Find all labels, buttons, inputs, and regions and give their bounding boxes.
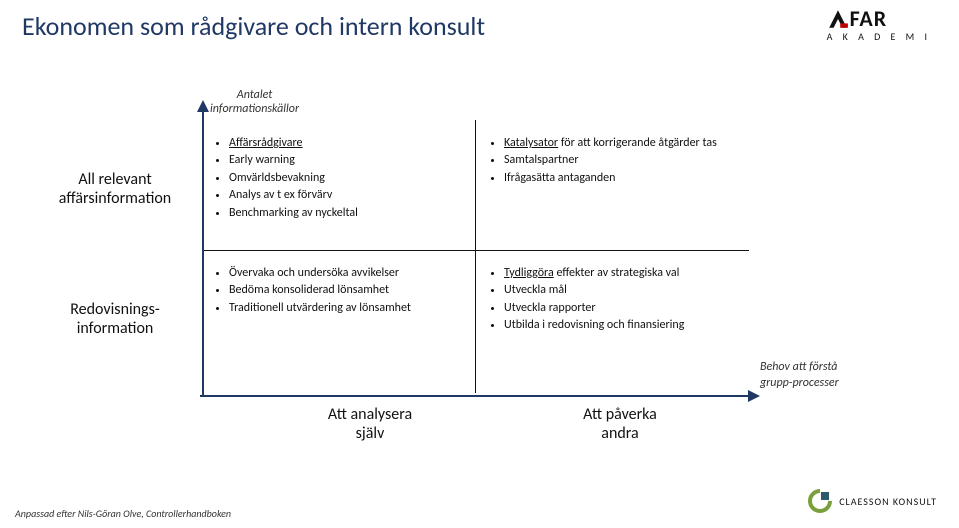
far-logo-text: FAR [850, 8, 888, 30]
list-item: Katalysator för att korrigerande åtgärde… [504, 135, 740, 152]
horizontal-divider [204, 250, 749, 251]
far-logo-icon [827, 8, 849, 30]
quadrant-top-right: Katalysator för att korrigerande åtgärde… [490, 135, 740, 187]
footer-citation: Anpassad efter Nils-Göran Olve, Controll… [15, 507, 231, 520]
q4-list: Tydliggöra effekter av strategiska valUt… [490, 265, 740, 335]
list-item: Affärsrådgivare [229, 135, 465, 152]
q1-list: Affärsrådgivare Early warningOmvärldsbeva… [215, 135, 465, 222]
row-label-bottom-l1: Redovisnings- [70, 300, 159, 319]
x-axis [200, 393, 760, 399]
y-axis [200, 100, 206, 395]
list-item: Bedöma konsoliderad lönsamhet [229, 282, 465, 299]
underlined-term: Katalysator [504, 136, 558, 150]
side-note: Behov att förstå grupp-processer [760, 360, 839, 391]
y-axis-label-l2: informationskällor [210, 102, 299, 116]
claesson-konsult-logo: CLAESSON KONSULT [807, 488, 937, 514]
list-item: Tydliggöra effekter av strategiska val [504, 265, 740, 282]
x-right-l2: andra [601, 424, 638, 443]
list-item: Benchmarking av nyckeltal [229, 205, 465, 222]
list-item: Early warning [229, 152, 465, 169]
list-item: Utveckla mål [504, 282, 740, 299]
x-right-l1: Att påverka [583, 405, 657, 424]
y-axis-label-l1: Antalet [237, 88, 272, 102]
side-note-l1: Behov att förstå [760, 360, 837, 374]
underlined-term: Tydliggöra [504, 266, 554, 280]
list-item: Utveckla rapporter [504, 300, 740, 317]
quadrant-bottom-right: Tydliggöra effekter av strategiska valUt… [490, 265, 740, 335]
row-label-top-l2: affärsinformation [59, 189, 171, 208]
far-logo-sub: A K A D E M I [827, 32, 931, 42]
x-axis-label-right: Att påverka andra [540, 405, 700, 443]
x-left-l1: Att analysera [328, 405, 412, 424]
list-item: Traditionell utvärdering av lönsamhet [229, 300, 465, 317]
side-note-l2: grupp-processer [760, 376, 839, 390]
underlined-term: Affärsrådgivare [229, 136, 303, 150]
row-label-top: All relevant affärsinformation [40, 170, 190, 208]
page-title: Ekonomen som rådgivare och intern konsul… [22, 10, 485, 42]
far-akademi-logo: FAR A K A D E M I [827, 8, 931, 42]
claesson-logo-text: CLAESSON KONSULT [839, 495, 937, 508]
list-item: Samtalspartner [504, 152, 740, 169]
y-axis-label: Antalet informationskällor [210, 88, 299, 117]
row-label-top-l1: All relevant [78, 170, 151, 189]
x-left-l2: själv [356, 424, 385, 443]
q2-list: Katalysator för att korrigerande åtgärde… [490, 135, 740, 187]
claesson-logo-icon [807, 488, 833, 514]
list-item: Övervaka och undersöka avvikelser [229, 265, 465, 282]
slide: Ekonomen som rådgivare och intern konsul… [0, 0, 959, 528]
list-item: Omvärldsbevakning [229, 170, 465, 187]
list-item: Ifrågasätta antaganden [504, 170, 740, 187]
list-item: Analys av t ex förvärv [229, 187, 465, 204]
quadrant-top-left: Affärsrådgivare Early warningOmvärldsbeva… [215, 135, 465, 222]
vertical-divider [475, 120, 476, 393]
quadrant-bottom-left: Övervaka och undersöka avvikelserBedöma … [215, 265, 465, 317]
row-label-bottom: Redovisnings- information [40, 300, 190, 338]
row-label-bottom-l2: information [77, 319, 154, 338]
list-item: Utbilda i redovisning och finansiering [504, 317, 740, 334]
x-axis-label-left: Att analysera själv [290, 405, 450, 443]
q3-list: Övervaka och undersöka avvikelserBedöma … [215, 265, 465, 317]
